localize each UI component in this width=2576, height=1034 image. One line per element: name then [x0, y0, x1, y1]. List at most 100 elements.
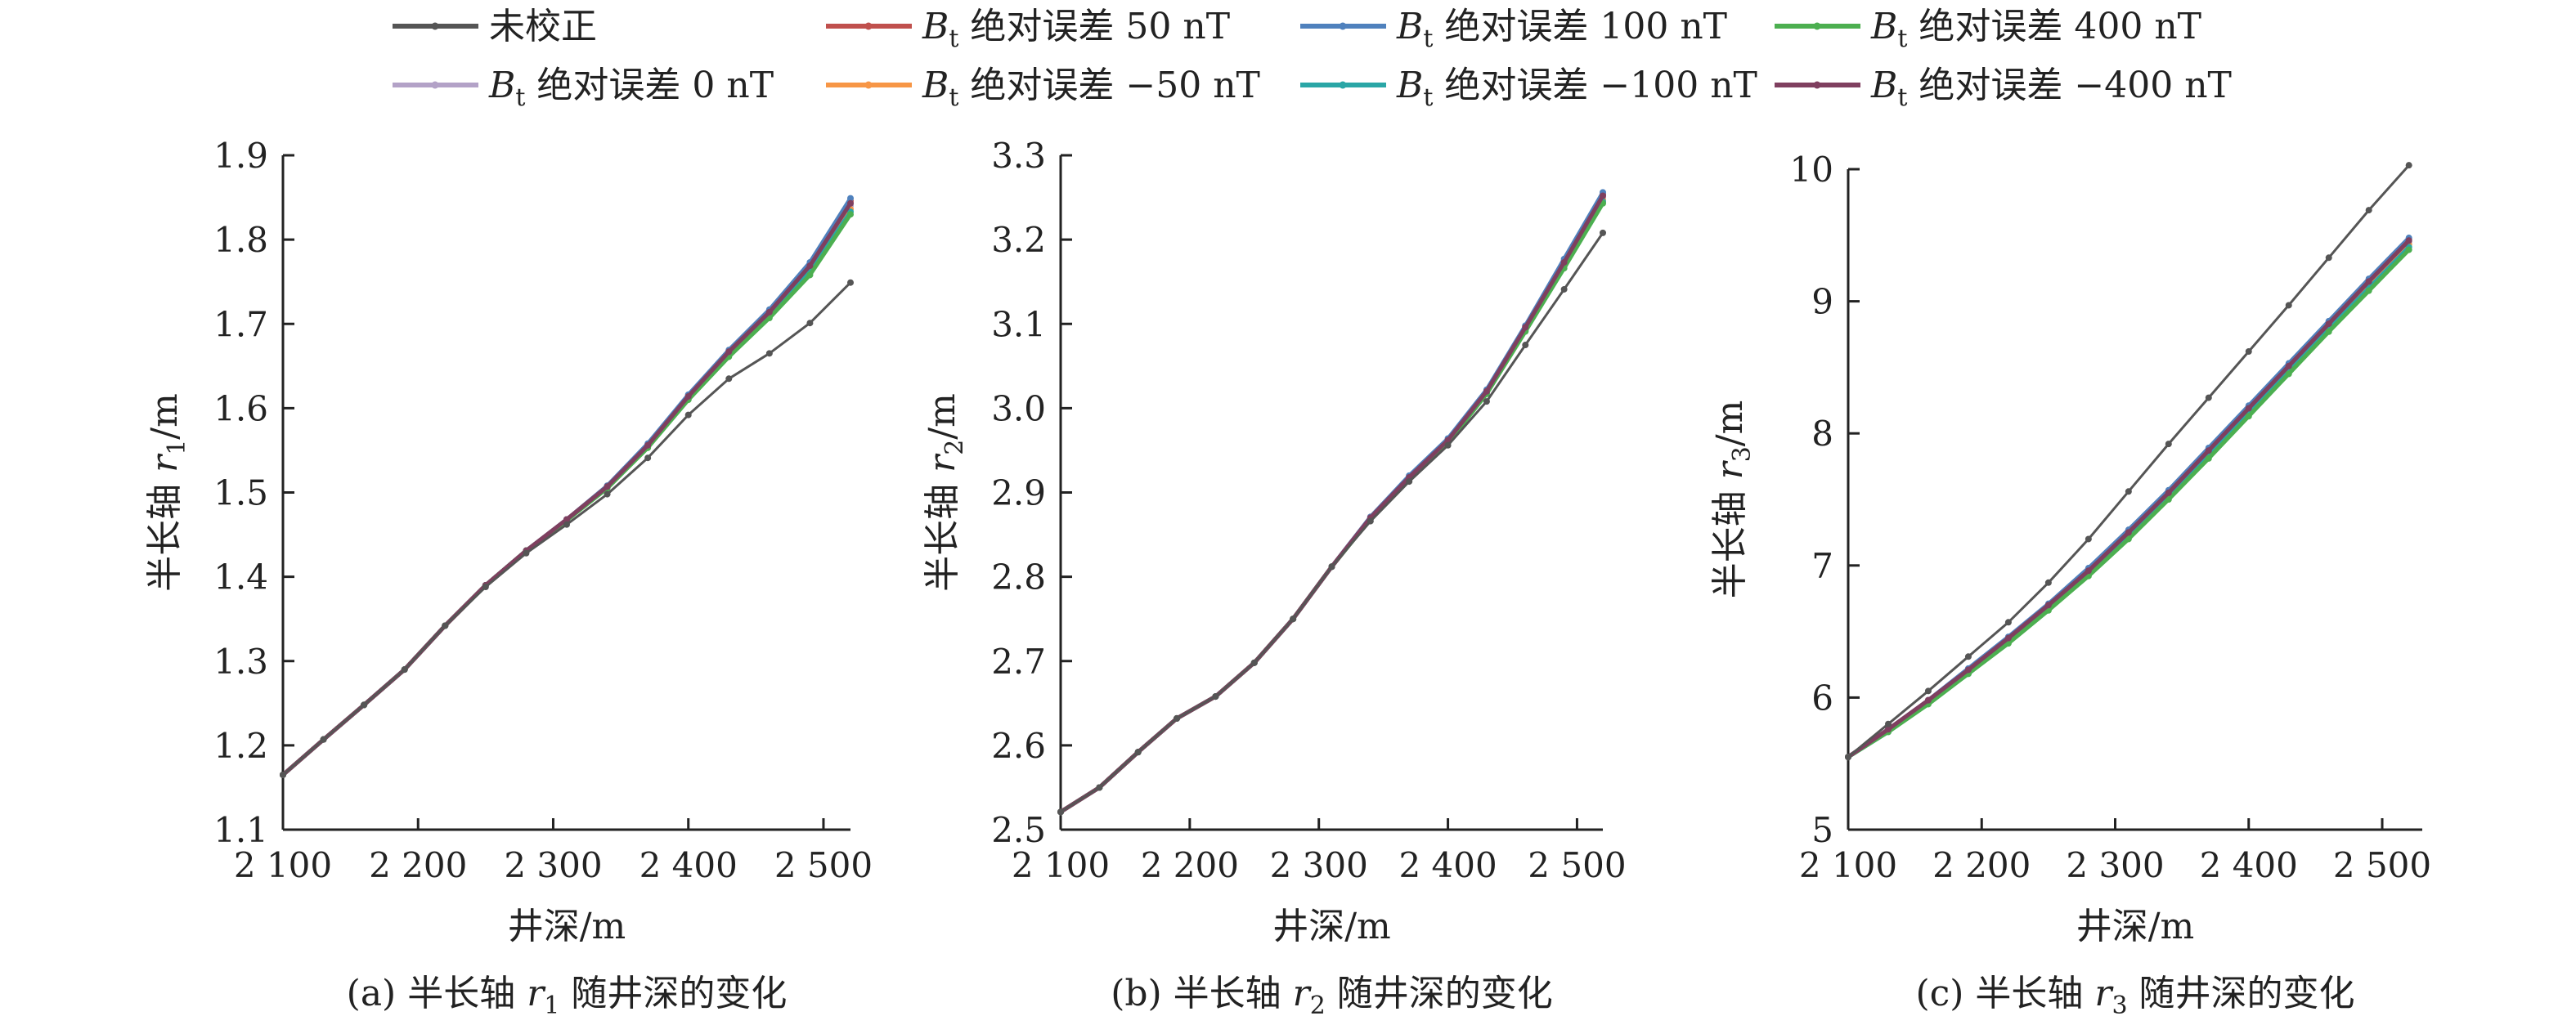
x-axis-title: 井深/m [2076, 906, 2195, 947]
y-tick-label: 3.2 [991, 220, 1046, 260]
data-point [806, 271, 814, 279]
data-point [1560, 285, 1568, 293]
data-point [1964, 653, 1972, 660]
y-tick-label: 5 [1811, 810, 1833, 850]
series-line [1059, 195, 1605, 814]
data-point [2004, 634, 2012, 642]
y-axis-title-text: 半长轴 [144, 472, 186, 592]
series-1 [1845, 238, 2412, 761]
legend-label: Bt 绝对误差 −100 nT [1396, 65, 1757, 112]
data-point [806, 320, 814, 327]
caption-subscript: 1 [544, 991, 559, 1020]
series-line [281, 210, 853, 777]
y-tick-label: 1.8 [213, 220, 268, 260]
legend-label-subscript: t [1897, 83, 1907, 112]
data-point [1174, 714, 1181, 722]
y-tick-label: 1.7 [213, 304, 268, 344]
legend-swatch-marker [1339, 81, 1347, 89]
data-point [1057, 808, 1064, 816]
data-point [361, 701, 368, 709]
x-tick-label: 2 300 [1270, 845, 1368, 885]
y-axis-title-unit: /m [1709, 401, 1751, 447]
y-tick-label: 2.7 [991, 642, 1046, 682]
x-tick-label: 2 300 [2066, 845, 2164, 885]
data-point [2405, 237, 2412, 244]
data-point [847, 199, 854, 207]
caption-variable: r [2094, 973, 2114, 1014]
y-axis-title-subscript: 1 [163, 440, 191, 455]
legend-entry: Bt 绝对误差 50 nT [826, 6, 1230, 53]
data-point [2205, 454, 2212, 462]
legend-swatch-marker [864, 22, 873, 30]
y-axis-title-unit: /m [144, 393, 186, 440]
data-point [1444, 441, 1452, 449]
y-tick-label: 1.4 [213, 557, 268, 598]
legend-swatch-marker [431, 81, 439, 89]
y-axis-title-subscript: 2 [940, 440, 969, 455]
y-tick-label: 10 [1790, 150, 1833, 190]
legend-label-subscript: t [949, 83, 958, 112]
legend-entry: Bt 绝对误差 −100 nT [1300, 65, 1757, 112]
series-4 [1845, 235, 2412, 761]
legend: 未校正 Bt 绝对误差 50 nT Bt 绝对误差 100 nT Bt 绝对误差 40… [393, 6, 2232, 112]
legend-label-symbol: B [1396, 6, 1423, 47]
x-tick-label: 2 400 [640, 845, 738, 885]
legend-swatch-marker [1813, 22, 1821, 30]
legend-swatch-marker [431, 22, 439, 30]
caption-subscript: 2 [1310, 991, 1326, 1020]
data-point [563, 516, 570, 523]
series-0 [280, 279, 854, 778]
data-point [523, 549, 530, 557]
x-tick-label: 2 500 [774, 845, 873, 885]
data-point [725, 348, 733, 356]
legend-label: Bt 绝对误差 400 nT [1870, 6, 2201, 53]
legend-label-subscript: t [515, 83, 525, 112]
data-point [1924, 687, 1932, 695]
data-point [2285, 370, 2292, 378]
legend-label-text: 绝对误差 50 nT [958, 6, 1230, 47]
data-point [604, 483, 611, 490]
series-0 [1057, 229, 1606, 816]
legend-label-symbol: B [1870, 6, 1897, 47]
x-tick-label: 2 200 [1141, 845, 1239, 885]
caption-suffix: 随井深的变化 [2128, 973, 2355, 1014]
y-axis-title: 半长轴 r2/m [922, 393, 969, 592]
x-tick-label: 2 100 [1799, 845, 1897, 885]
legend-swatch-marker [1339, 22, 1347, 30]
y-axis-title-unit: /m [922, 393, 963, 440]
data-point [1367, 517, 1374, 525]
caption-suffix: 随井深的变化 [1326, 973, 1553, 1014]
chart-panels: 1.1 1.2 1.3 1.4 1.5 1.6 1.7 1.8 1.9 2 100 2 200 2 3… [144, 136, 2431, 1020]
data-point [847, 279, 854, 286]
x-axis-title: 井深/m [508, 906, 626, 947]
data-point [442, 622, 449, 629]
data-point [2165, 441, 2172, 448]
series-line [281, 197, 853, 777]
y-axis-title: 半长轴 r1/m [144, 393, 191, 592]
caption-suffix: 随井深的变化 [559, 973, 787, 1014]
legend-label: Bt 绝对误差 100 nT [1396, 6, 1727, 53]
series-line [1059, 199, 1605, 814]
data-point [1522, 342, 1529, 349]
series-4 [1057, 189, 1606, 816]
legend-entry: Bt 绝对误差 0 nT [393, 65, 774, 112]
y-tick-label: 9 [1811, 282, 1833, 322]
series-4 [280, 195, 854, 778]
data-point [2085, 567, 2092, 575]
legend-label: Bt 绝对误差 −50 nT [922, 65, 1260, 112]
data-point [1884, 726, 1892, 733]
legend-entry: Bt 绝对误差 100 nT [1300, 6, 1727, 53]
y-axis-title-text: 半长轴 [922, 472, 963, 592]
data-point [684, 392, 692, 400]
series-line [281, 199, 853, 777]
series-line [1059, 193, 1605, 814]
y-axis-title-variable: r [922, 453, 963, 472]
y-tick-label: 2.9 [991, 473, 1046, 513]
y-axis-title-text: 半长轴 [1709, 479, 1751, 598]
caption-prefix: (b) 半长轴 [1111, 973, 1292, 1014]
chart-panel-1: 1.1 1.2 1.3 1.4 1.5 1.6 1.7 1.8 1.9 2 100 2 200 2 3… [144, 136, 873, 1020]
y-tick-label: 6 [1811, 678, 1833, 718]
series-2 [1057, 190, 1606, 816]
series-2 [1845, 235, 2412, 761]
chart-panel-3: 5 6 7 8 9 10 2 100 2 200 2 300 2 400 2 500 井深/m 半长轴 … [1709, 150, 2431, 1020]
